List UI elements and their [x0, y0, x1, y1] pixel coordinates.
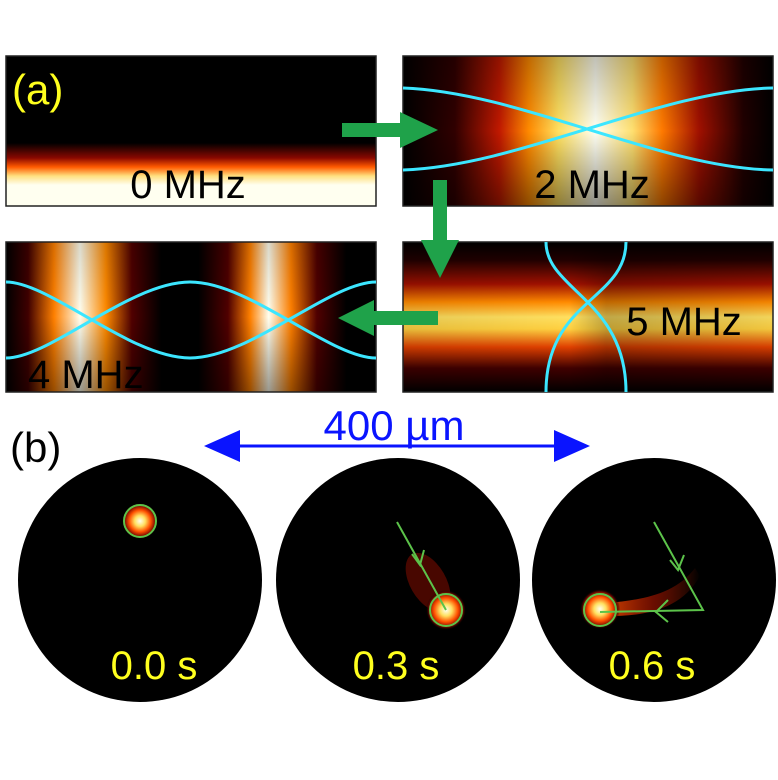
panel-b-label: (b) [10, 424, 61, 471]
mode-frame-5mhz: 5 MHz [402, 241, 774, 393]
mode-curve-5mhz-b [544, 241, 628, 393]
freq-label-4mhz: 4 MHz [28, 353, 144, 397]
particle-0s [122, 503, 158, 539]
flow-arrow-right [342, 112, 438, 148]
particle-06s [580, 589, 620, 629]
mode-curve-4mhz-a [5, 280, 377, 360]
mode-frame-4mhz: 4 MHz [5, 241, 377, 397]
freq-label-0mhz: 0 MHz [130, 163, 246, 207]
freq-label-5mhz: 5 MHz [626, 300, 742, 344]
time-label-06s: 0.6 s [609, 644, 696, 688]
freq-label-2mhz: 2 MHz [534, 163, 650, 207]
mode-curve-4mhz-b [5, 280, 377, 360]
mode-frame-2mhz: 2 MHz [402, 55, 774, 207]
time-label-0s: 0.0 s [111, 644, 198, 688]
mode-curve-5mhz-a [544, 241, 628, 393]
scale-bar-label: 400 µm [324, 402, 465, 449]
trap-disk-03s [276, 458, 520, 702]
snapshot-0s: 0.0 s [18, 458, 262, 702]
panel-a-label: (a) [12, 66, 63, 113]
mode-frame-0mhz: 0 MHz [5, 55, 377, 207]
particle-marker-03s [429, 593, 463, 627]
panel-a: 0 MHz 2 MHz 4 MHz 5 MHz [5, 55, 774, 397]
scale-bar: 400 µm [204, 402, 590, 462]
particle-marker-0s [123, 504, 157, 538]
flow-arrow-down [421, 180, 459, 278]
trap-disk-06s [532, 458, 776, 702]
mode-curve-2mhz-b [402, 86, 774, 172]
trap-disk-0s [18, 458, 262, 702]
particle-marker-06s [583, 593, 617, 627]
heatmap-0mhz [5, 55, 377, 207]
flow-arrow-left [338, 300, 438, 336]
time-label-03s: 0.3 s [353, 644, 440, 688]
snapshot-03s: 0.3 s [276, 458, 520, 702]
trajectory-06s [599, 521, 705, 623]
panel-b: (b) 400 µm 0.0 s [10, 402, 776, 702]
snapshot-06s: 0.6 s [532, 458, 776, 702]
